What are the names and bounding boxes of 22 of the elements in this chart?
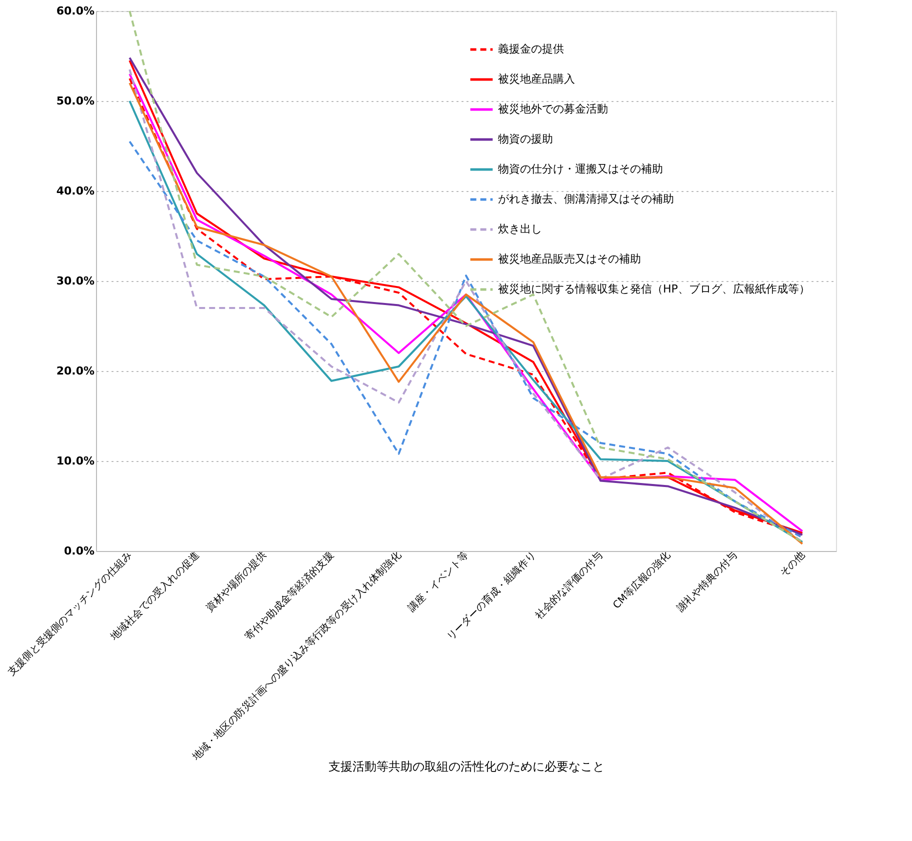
- x-tick-label: CM等広報の強化: [610, 549, 673, 612]
- x-tick-label: 講座・イベント等: [406, 549, 471, 614]
- legend-label: 被災地に関する情報収集と発信（HP、ブログ、広報紙作成等）: [498, 282, 810, 296]
- legend-label: 被災地産品購入: [498, 72, 575, 86]
- legend-label: 物資の仕分け・運搬又はその補助: [498, 162, 663, 176]
- legend-label: がれき撤去、側溝清掃又はその補助: [498, 192, 674, 206]
- legend-label: 義援金の提供: [498, 42, 564, 56]
- x-tick-label: その他: [777, 549, 808, 579]
- y-tick-label: 50.0%: [56, 94, 94, 108]
- legend-label: 被災地外での募金活動: [498, 102, 608, 116]
- y-tick-label: 40.0%: [56, 184, 94, 198]
- legend-label: 炊き出し: [498, 222, 542, 236]
- legend-label: 物資の援助: [498, 132, 553, 146]
- y-tick-label: 60.0%: [56, 4, 94, 18]
- y-tick-label: 30.0%: [56, 274, 94, 288]
- y-tick-label: 0.0%: [64, 544, 94, 558]
- legend-label: 被災地産品販売又はその補助: [498, 252, 641, 266]
- x-tick-label: 謝礼や特典の付与: [674, 549, 740, 614]
- y-tick-label: 20.0%: [56, 364, 94, 378]
- x-tick-label: 社会的な評価の付与: [533, 549, 606, 622]
- y-tick-label: 10.0%: [56, 454, 94, 468]
- x-axis-title: 支援活動等共助の取組の活性化のために必要なこと: [328, 760, 604, 774]
